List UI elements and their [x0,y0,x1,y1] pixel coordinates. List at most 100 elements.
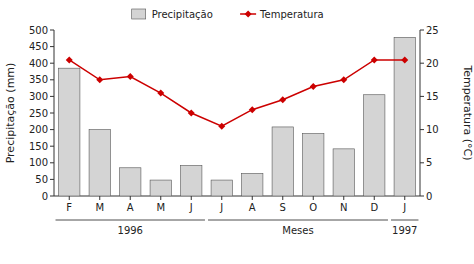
x-tick-label: F [66,202,72,213]
x-tick-label: A [127,202,134,213]
y2-axis: 0 5 10 15 20 25 Temperatura (°C) [420,25,474,202]
y-tick [50,179,54,180]
y-tick-label: 200 [29,124,48,135]
marker [279,96,286,103]
x-tick-label: N [340,202,347,213]
marker [310,83,317,90]
bar [211,180,232,196]
x-tick [252,196,253,200]
bar [272,127,293,196]
y-tick-label: 0 [42,191,48,202]
y-tick [50,146,54,147]
y-tick-label: 50 [35,174,48,185]
x-tick [69,196,70,200]
x-tick-label: O [309,202,317,213]
legend-label: Temperatura [259,9,324,20]
y-tick [50,96,54,97]
y2-tick [420,96,424,97]
y2-tick-label: 20 [426,58,439,69]
y-tick [50,196,54,197]
bracket-line [208,220,388,221]
marker [127,73,134,80]
plot-area [59,37,416,196]
x-tick-label: S [280,202,286,213]
bar [89,130,110,196]
y2-axis-line [420,30,421,196]
legend-label: Precipitação [152,9,213,20]
x-tick-label: J [219,202,223,213]
x-tick [160,196,161,200]
y-tick [50,162,54,163]
bracket-label: 1996 [118,225,143,236]
bar [150,180,171,196]
y2-tick-label: 0 [426,191,432,202]
group-brackets: 1996 Meses 1997 [56,220,419,236]
bar-series [59,37,416,196]
bar [181,165,202,196]
y-tick-label: 400 [29,58,48,69]
marker [401,56,408,63]
x-tick [130,196,131,200]
marker [157,90,164,97]
legend: Precipitação Temperatura [132,9,324,20]
y2-tick-label: 25 [426,25,439,36]
y2-tick [420,162,424,163]
marker [66,56,73,63]
x-tick-label: A [249,202,256,213]
marker [249,106,256,113]
bar [364,95,385,196]
bar [120,168,141,196]
y-tick [50,129,54,130]
x-tick-label: J [402,202,406,213]
x-tick [191,196,192,200]
x-tick [343,196,344,200]
y2-tick [420,196,424,197]
x-tick [99,196,100,200]
x-tick [221,196,222,200]
y-tick-label: 500 [29,25,48,36]
bracket-label: Meses [282,225,313,236]
y-tick-label: 100 [29,157,48,168]
bracket-line [56,220,205,221]
y2-tick-label: 5 [426,157,432,168]
bar [59,68,80,196]
y-tick-label: 300 [29,91,48,102]
y2-axis-label: Temperatura (°C) [461,64,474,160]
x-tick-label: M [156,202,165,213]
chart: 050100150200250300350400450500Precipitaç… [0,0,474,264]
marker [96,76,103,83]
y2-tick-label: 15 [426,91,439,102]
y2-tick [420,30,424,31]
marker [340,76,347,83]
x-tick-label: D [370,202,378,213]
marker [188,110,195,117]
legend-item: Temperatura [240,9,324,20]
y-tick-label: 350 [29,74,48,85]
y-tick [50,46,54,47]
x-tick-label: J [189,202,193,213]
line-series [66,56,409,129]
legend-swatch [132,9,146,19]
y-tick [50,63,54,64]
legend-item: Precipitação [132,9,213,20]
y-tick [50,79,54,80]
y-tick [50,113,54,114]
legend-marker [245,11,252,18]
marker [218,123,225,130]
y-axis-label: Precipitação (mm) [4,63,17,164]
y2-tick [420,63,424,64]
y-axis: 050100150200250300350400450500Precipitaç… [4,25,54,202]
y-tick [50,30,54,31]
x-tick [374,196,375,200]
y2-tick [420,129,424,130]
bracket-label: 1997 [392,225,417,236]
bracket-line [391,220,418,221]
bar [333,149,354,196]
x-tick-label: M [95,202,104,213]
bar [242,173,263,196]
x-tick [313,196,314,200]
x-axis: FMAMJJASONDJ [54,196,420,213]
y2-tick-label: 10 [426,124,439,135]
bar [394,37,415,196]
bar [303,134,324,196]
